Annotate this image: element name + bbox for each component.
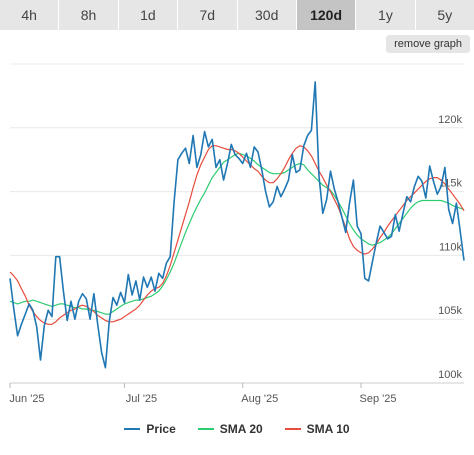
price-chart: Jun '25 Jul '25 Aug '25 Sep '25 100k 105k 110… [9, 63, 465, 405]
chart-series [9, 81, 465, 369]
tab-4h[interactable]: 4h [0, 0, 60, 30]
x-tick-label: Sep '25 [360, 393, 397, 405]
tab-30d[interactable]: 30d [238, 0, 297, 30]
legend-item-sma-10[interactable]: SMA 10 [284, 422, 350, 436]
legend-swatch-sma-20 [197, 428, 214, 430]
series-line-price [9, 81, 465, 369]
y-tick-label: 105k [438, 305, 462, 317]
y-tick-label: 110k [439, 241, 463, 253]
series-line-sma-20 [9, 152, 465, 315]
legend-item-sma-20[interactable]: SMA 20 [197, 422, 263, 436]
x-axis: Jun '25 Jul '25 Aug '25 Sep '25 [9, 382, 464, 405]
tab-1d[interactable]: 1d [119, 0, 179, 30]
x-tick-label: Jul '25 [126, 393, 157, 405]
legend-item-price[interactable]: Price [124, 422, 176, 436]
series-line-sma-10 [9, 145, 465, 325]
time-range-tabs: 4h 8h 1d 7d 30d 120d 1y 5y [0, 0, 474, 30]
legend-label-price: Price [146, 422, 176, 436]
legend-swatch-sma-10 [284, 428, 301, 430]
tab-1y[interactable]: 1y [356, 0, 416, 30]
y-tick-label: 120k [438, 114, 462, 126]
y-axis: 100k 105k 110k 115k 120k [438, 114, 462, 381]
legend-label-sma-10: SMA 10 [306, 422, 350, 436]
y-tick-label: 115k [439, 178, 463, 190]
tab-120d[interactable]: 120d [296, 0, 357, 30]
remove-graph-button[interactable]: remove graph [386, 35, 470, 53]
legend-label-sma-20: SMA 20 [219, 422, 263, 436]
chart-legend: Price SMA 20 SMA 10 [0, 418, 474, 440]
tab-8h[interactable]: 8h [59, 0, 119, 30]
x-tick-label: Jun '25 [9, 393, 44, 405]
tab-7d[interactable]: 7d [178, 0, 238, 30]
chart-grid [10, 63, 464, 384]
y-tick-label: 100k [438, 369, 462, 381]
x-tick-label: Aug '25 [241, 393, 278, 405]
tab-5y[interactable]: 5y [437, 7, 453, 23]
legend-swatch-price [124, 428, 141, 430]
